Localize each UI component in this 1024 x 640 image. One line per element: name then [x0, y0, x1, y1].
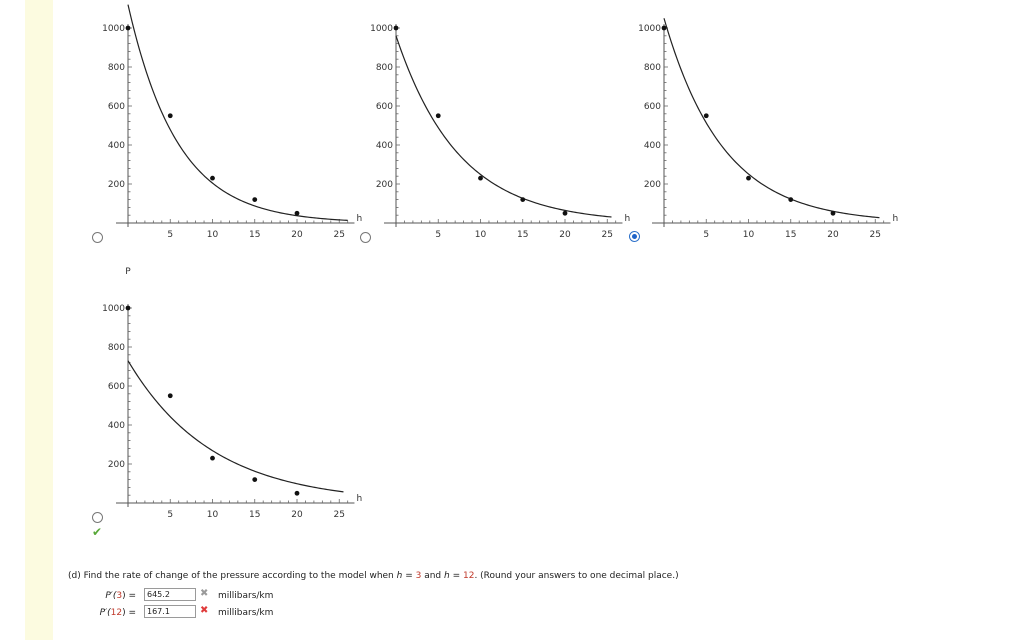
question-var-h1: h — [396, 571, 403, 581]
question-d-text: (d) Find the rate of change of the press… — [68, 571, 679, 581]
y-tick-label: 200 — [108, 180, 125, 190]
model-curve — [127, 4, 348, 221]
y-tick-label: 800 — [108, 63, 125, 73]
question-var-h2: h — [444, 571, 450, 581]
radio-option-b[interactable] — [360, 232, 371, 243]
model-curve — [663, 18, 880, 219]
x-tick-label: 10 — [207, 230, 219, 240]
data-point — [125, 305, 131, 311]
graph-option-a: 5 10 15 20 25 200 400 600 800 1000 h — [102, 4, 362, 240]
data-point — [788, 197, 794, 203]
x-axis-label: h — [356, 214, 362, 224]
x-tick-label: 20 — [559, 230, 571, 240]
x-tick-label: 15 — [249, 230, 260, 240]
y-tick-label: 800 — [376, 63, 393, 73]
data-point — [294, 490, 300, 496]
data-point — [252, 197, 258, 203]
x-tick-label: 25 — [602, 230, 613, 240]
y-tick-label: 400 — [108, 421, 125, 431]
x-tick-label: 5 — [703, 230, 709, 240]
answer-unit-p3: millibars/km — [218, 591, 274, 601]
x-tick-label: 20 — [291, 230, 303, 240]
x-tick-label: 15 — [785, 230, 796, 240]
y-tick-label: 200 — [644, 180, 661, 190]
data-point — [435, 113, 441, 119]
data-point — [210, 455, 215, 461]
y-tick-label: 400 — [108, 141, 125, 151]
question-value-1: 3 — [415, 571, 422, 581]
y-tick-label: 1000 — [370, 24, 393, 34]
x-tick-label: 20 — [291, 510, 303, 520]
question-sidebar-strip — [25, 0, 53, 640]
y-tick-label: 200 — [108, 460, 125, 470]
data-point — [478, 175, 483, 181]
y-axis-label: P — [125, 267, 131, 277]
graph-option-d: 5 10 15 20 25 200 400 600 800 1000 h P — [102, 267, 362, 520]
data-point — [562, 210, 568, 216]
correct-check-icon: ✔ — [92, 525, 103, 539]
question-prefix: (d) Find the rate of change of the press… — [68, 571, 397, 581]
radio-option-c[interactable] — [629, 231, 640, 242]
answer-input-p12[interactable] — [144, 605, 196, 618]
data-point — [125, 25, 131, 31]
x-tick-label: 5 — [167, 510, 173, 520]
data-point — [830, 210, 836, 216]
y-tick-label: 800 — [108, 343, 125, 353]
x-axis-label: h — [892, 214, 898, 224]
x-tick-label: 10 — [743, 230, 755, 240]
data-point — [210, 175, 215, 181]
question-eq1: = — [402, 571, 416, 581]
x-tick-label: 25 — [870, 230, 881, 240]
y-tick-label: 600 — [108, 102, 125, 112]
y-tick-label: 400 — [644, 141, 661, 151]
radio-option-a[interactable] — [92, 232, 103, 243]
graph-option-c: 5 10 15 20 25 200 400 600 800 1000 h — [638, 18, 898, 240]
data-point — [520, 197, 526, 203]
x-tick-label: 5 — [435, 230, 441, 240]
y-tick-label: 1000 — [638, 24, 661, 34]
y-tick-label: 600 — [644, 102, 661, 112]
radio-option-d[interactable] — [92, 512, 103, 523]
y-tick-label: 800 — [644, 63, 661, 73]
data-point — [393, 25, 399, 31]
x-tick-label: 25 — [334, 230, 345, 240]
data-point — [661, 25, 667, 31]
y-tick-label: 400 — [376, 141, 393, 151]
x-axis-label: h — [624, 214, 630, 224]
y-tick-label: 600 — [376, 102, 393, 112]
x-tick-label: 25 — [334, 510, 345, 520]
data-point — [167, 113, 173, 119]
x-axis-label: h — [356, 494, 362, 504]
answer-unit-p12: millibars/km — [218, 608, 274, 618]
incorrect-x-icon: ✖ — [200, 588, 209, 599]
data-point — [294, 210, 300, 216]
question-eq2: = — [449, 571, 463, 581]
answer-label-p12: P′(12) = — [99, 608, 136, 618]
x-tick-label: 15 — [249, 510, 260, 520]
answer-input-p3[interactable] — [144, 588, 196, 601]
data-point — [252, 477, 258, 482]
y-tick-label: 200 — [376, 180, 393, 190]
x-tick-label: 15 — [517, 230, 528, 240]
x-tick-label: 10 — [207, 510, 219, 520]
y-tick-label: 1000 — [102, 24, 125, 34]
data-point — [703, 113, 709, 119]
model-curve — [395, 35, 612, 218]
question-and: and — [421, 571, 444, 581]
data-point — [746, 175, 751, 181]
data-point — [167, 393, 173, 399]
question-suffix: . (Round your answers to one decimal pla… — [474, 571, 679, 581]
answer-label-p3: P′(3) = — [105, 591, 136, 601]
y-tick-label: 1000 — [102, 304, 125, 314]
graph-option-b: 5 10 15 20 25 200 400 600 800 1000 h — [370, 24, 630, 240]
y-tick-label: 600 — [108, 382, 125, 392]
x-tick-label: 5 — [167, 230, 173, 240]
question-value-2: 12 — [462, 571, 475, 581]
x-tick-label: 10 — [475, 230, 487, 240]
model-curve — [127, 360, 344, 493]
x-tick-label: 20 — [827, 230, 839, 240]
incorrect-x-icon: ✖ — [200, 605, 209, 616]
